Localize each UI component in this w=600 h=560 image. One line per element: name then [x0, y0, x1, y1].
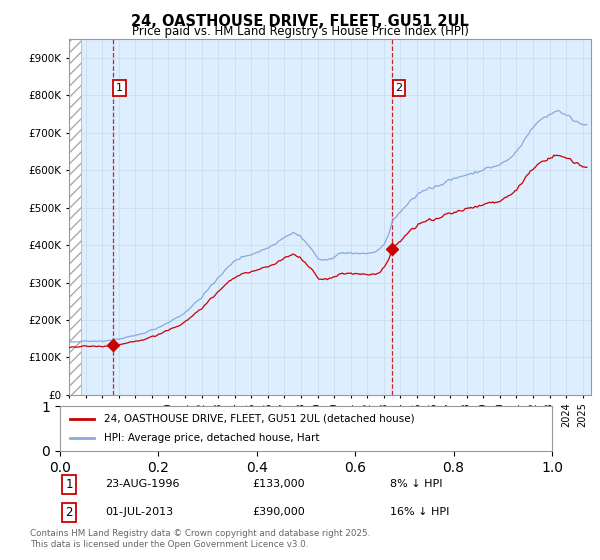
Text: Price paid vs. HM Land Registry's House Price Index (HPI): Price paid vs. HM Land Registry's House … [131, 25, 469, 38]
Text: 23-AUG-1996: 23-AUG-1996 [105, 479, 179, 489]
Text: 1: 1 [116, 83, 123, 93]
Text: 8% ↓ HPI: 8% ↓ HPI [390, 479, 443, 489]
Bar [69, 39, 82, 395]
Text: 2: 2 [65, 506, 73, 519]
Text: Contains HM Land Registry data © Crown copyright and database right 2025.
This d: Contains HM Land Registry data © Crown c… [30, 529, 370, 549]
Text: 16% ↓ HPI: 16% ↓ HPI [390, 507, 449, 517]
Text: 01-JUL-2013: 01-JUL-2013 [105, 507, 173, 517]
Text: 1: 1 [65, 478, 73, 491]
Text: 24, OASTHOUSE DRIVE, FLEET, GU51 2UL (detached house): 24, OASTHOUSE DRIVE, FLEET, GU51 2UL (de… [104, 413, 415, 423]
Text: £133,000: £133,000 [252, 479, 305, 489]
Text: 2: 2 [395, 83, 403, 93]
Text: £390,000: £390,000 [252, 507, 305, 517]
Text: 24, OASTHOUSE DRIVE, FLEET, GU51 2UL: 24, OASTHOUSE DRIVE, FLEET, GU51 2UL [131, 14, 469, 29]
Text: HPI: Average price, detached house, Hart: HPI: Average price, detached house, Hart [104, 433, 320, 444]
